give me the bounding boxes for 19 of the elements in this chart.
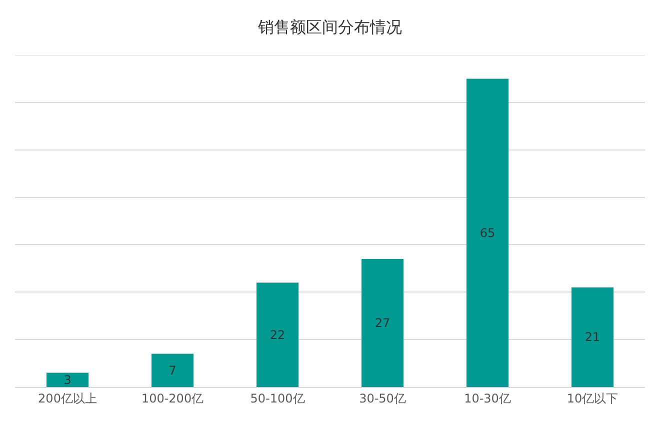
data-label: 21: [584, 330, 600, 344]
bar: [362, 258, 404, 387]
data-label: 7: [168, 363, 176, 378]
x-tick-label: 50-100亿: [250, 391, 305, 406]
bar: [152, 354, 194, 387]
x-tick-label: 10-30亿: [464, 391, 511, 406]
bar: [572, 287, 614, 387]
bar: [256, 282, 298, 387]
x-tick-label: 30-50亿: [359, 391, 406, 406]
bar: [466, 78, 508, 387]
data-label: 65: [480, 226, 496, 240]
data-label: 22: [270, 328, 286, 342]
data-label: 3: [64, 372, 72, 387]
chart-title: 销售额区间分布情况: [257, 18, 402, 37]
x-tick-label: 200亿以上: [38, 391, 97, 406]
bar: [46, 372, 88, 387]
x-tick-label: 10亿以下: [566, 391, 618, 406]
data-label: 27: [374, 316, 390, 330]
x-tick-label: 100-200亿: [141, 391, 204, 406]
